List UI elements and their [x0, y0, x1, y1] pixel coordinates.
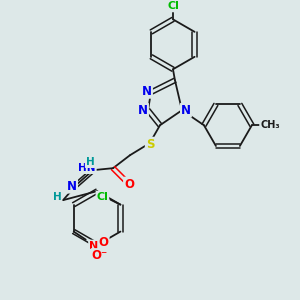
Text: N: N: [138, 104, 148, 117]
Text: N: N: [67, 180, 77, 193]
Text: Cl: Cl: [97, 192, 108, 202]
Text: O⁻: O⁻: [92, 249, 108, 262]
Text: S: S: [146, 138, 154, 151]
Text: O: O: [99, 236, 109, 249]
Text: N: N: [142, 85, 152, 98]
Text: CH₃: CH₃: [260, 120, 280, 130]
Text: H: H: [86, 157, 94, 167]
Text: O: O: [124, 178, 134, 190]
Text: N: N: [89, 241, 98, 250]
Text: H: H: [53, 192, 62, 202]
Text: N: N: [181, 104, 191, 117]
Text: HN: HN: [78, 163, 96, 173]
Text: Cl: Cl: [167, 2, 179, 11]
